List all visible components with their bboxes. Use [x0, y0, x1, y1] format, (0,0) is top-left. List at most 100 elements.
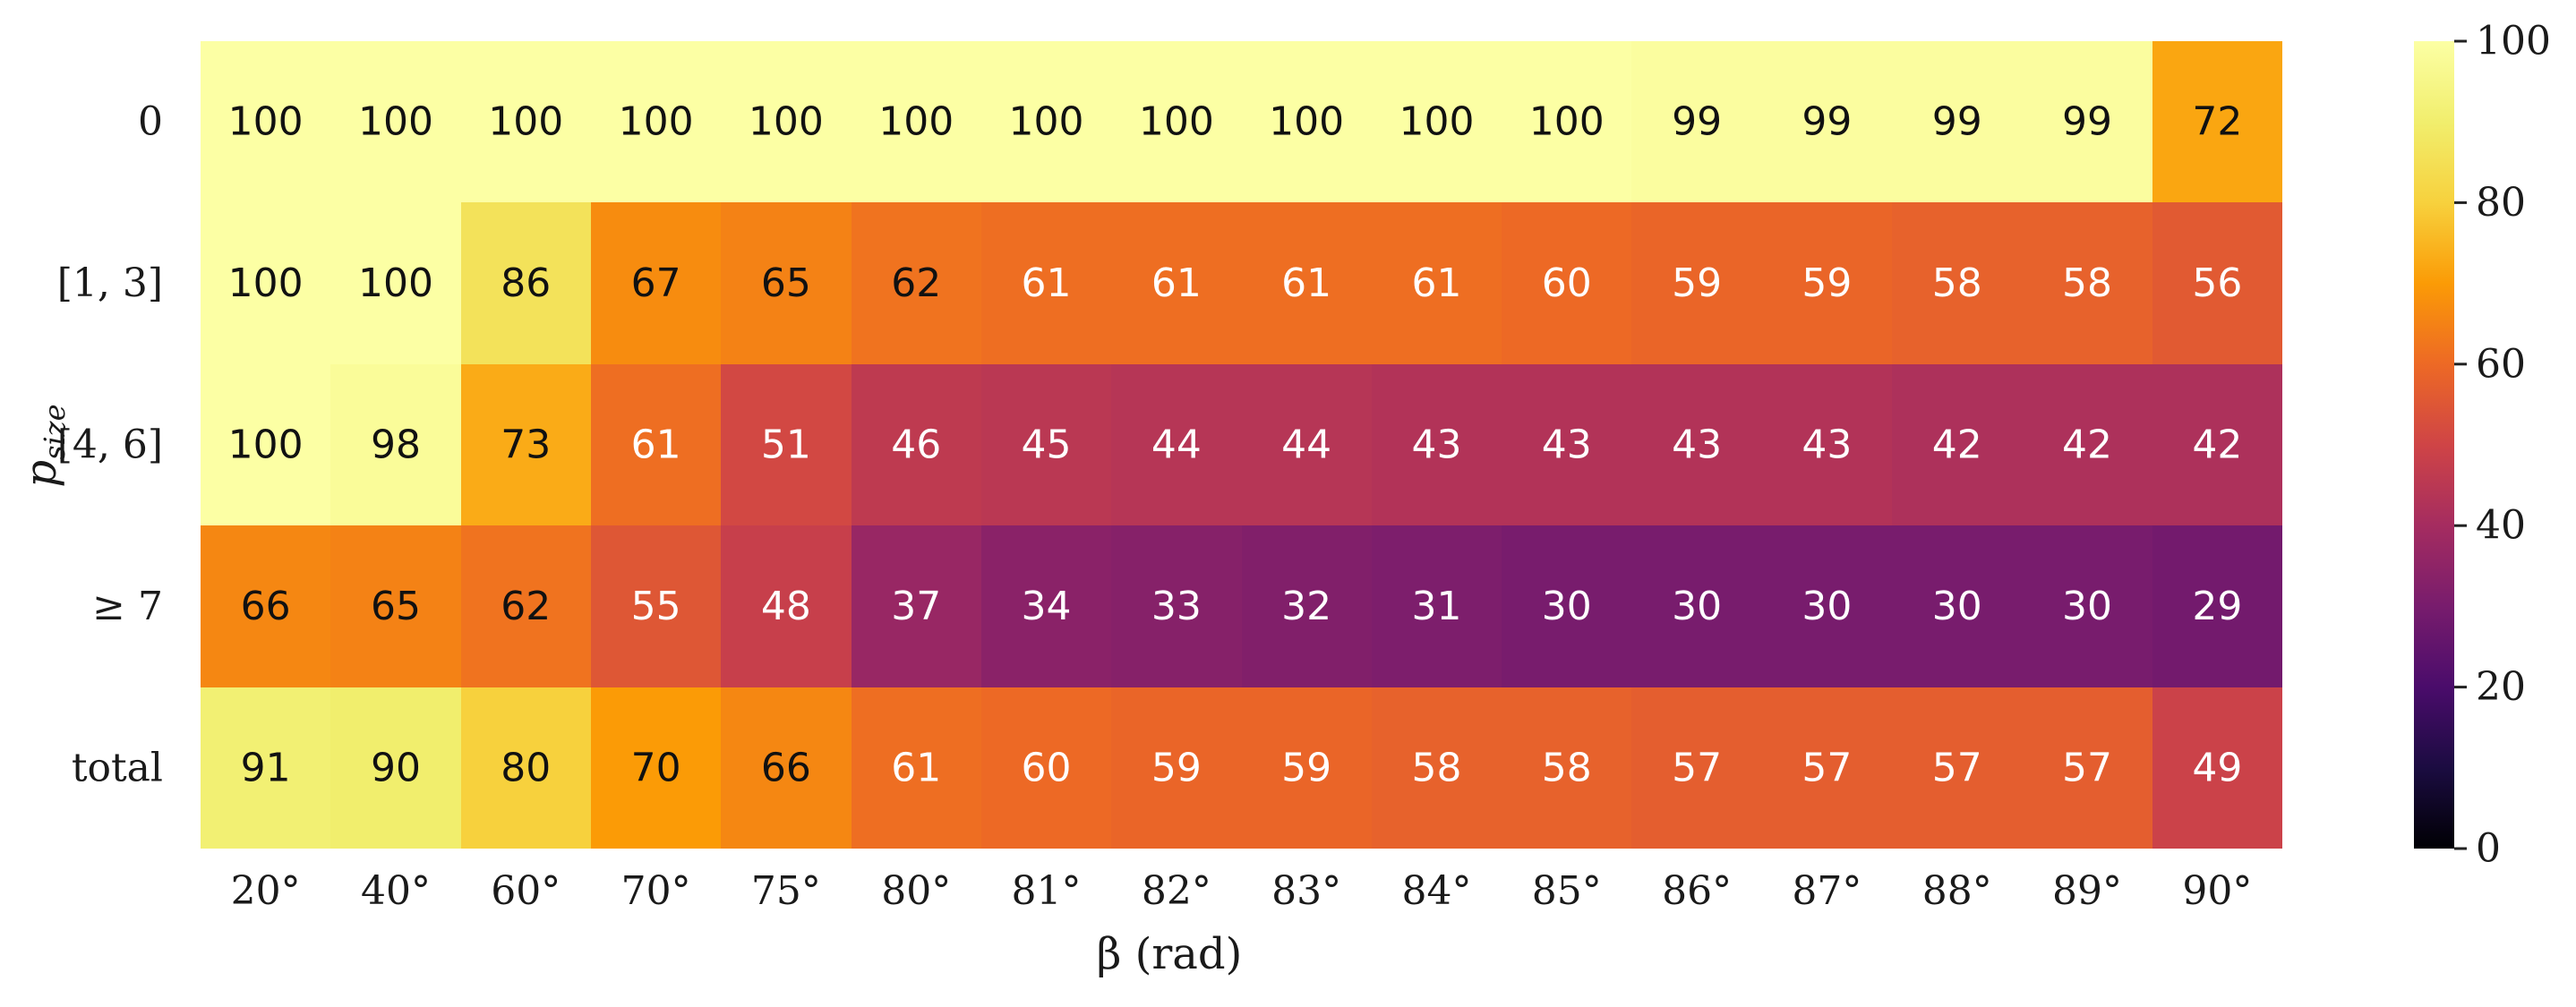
- heatmap-cell: [721, 525, 852, 687]
- cell-value-label: 43: [1801, 422, 1852, 468]
- cell-value-label: 100: [358, 99, 433, 145]
- cell-value-label: 57: [1672, 745, 1722, 790]
- heatmap-cell: [461, 364, 591, 525]
- cell-value-label: 61: [891, 745, 941, 790]
- heatmap-cell: [852, 41, 981, 202]
- y-tick-label: [4, 6]: [57, 422, 163, 468]
- heatmap-cell: [1111, 687, 1242, 849]
- heatmap-cell: [1502, 687, 1631, 849]
- cell-value-label: 100: [228, 99, 304, 145]
- cell-value-label: 55: [631, 584, 681, 629]
- heatmap-cell: [591, 202, 721, 364]
- cell-value-label: 42: [1932, 422, 1982, 468]
- cell-value-label: 42: [2062, 422, 2112, 468]
- heatmap-cell: [852, 364, 981, 525]
- heatmap-cell: [330, 41, 461, 202]
- x-tick-label: 75°: [751, 868, 821, 914]
- heatmap-cell: [1631, 525, 1762, 687]
- x-tick-label: 81°: [1012, 868, 1082, 914]
- colorbar-tick-label: 20: [2476, 664, 2526, 710]
- cell-value-label: 56: [2192, 260, 2242, 306]
- colorbar-ticks: 0 20 40 60 80 100: [2454, 19, 2551, 872]
- x-tick-label: 89°: [2052, 868, 2122, 914]
- cell-value-label: 66: [241, 584, 291, 629]
- cell-value-label: 86: [501, 260, 551, 306]
- heatmap-cell: [591, 41, 721, 202]
- cell-value-label: 30: [1542, 584, 1592, 629]
- heatmap-cell: [1631, 41, 1762, 202]
- cell-value-label: 59: [1281, 745, 1331, 790]
- x-tick-label: 60°: [491, 868, 561, 914]
- heatmap-cell: [981, 364, 1111, 525]
- heatmap-cell: [591, 687, 721, 849]
- cell-value-label: 99: [1672, 99, 1722, 145]
- cell-value-label: 99: [1932, 99, 1982, 145]
- colorbar-tick-label: 40: [2476, 503, 2526, 549]
- heatmap-cell: [2152, 364, 2282, 525]
- heatmap-cell: [330, 364, 461, 525]
- cell-value-label: 48: [761, 584, 811, 629]
- heatmap-cell: [2022, 41, 2152, 202]
- heatmap-cell: [1631, 364, 1762, 525]
- heatmap-cell: [1762, 525, 1892, 687]
- x-tick-label: 86°: [1662, 868, 1732, 914]
- cell-value-label: 58: [2062, 260, 2112, 306]
- y-tick-label: [1, 3]: [57, 260, 163, 306]
- heatmap-cell: [1631, 202, 1762, 364]
- heatmap-cell: [721, 41, 852, 202]
- heatmap-cells: [201, 41, 2282, 849]
- cell-value-label: 61: [1281, 260, 1331, 306]
- cell-value-label: 45: [1022, 422, 1072, 468]
- x-tick-label: 83°: [1271, 868, 1341, 914]
- heatmap-cell: [981, 202, 1111, 364]
- heatmap-cell: [330, 202, 461, 364]
- x-tick-label: 84°: [1401, 868, 1471, 914]
- cell-value-label: 33: [1151, 584, 1202, 629]
- heatmap-cell: [201, 202, 330, 364]
- cell-value-label: 70: [631, 745, 681, 790]
- heatmap-cell: [1242, 41, 1372, 202]
- heatmap-cell: [1762, 364, 1892, 525]
- cell-value-label: 44: [1151, 422, 1202, 468]
- heatmap-cell-labels: 100 100 100 100 100 100 100 100 100 100 100 99 99 99 9…: [228, 99, 2243, 791]
- heatmap-cell: [2152, 202, 2282, 364]
- x-tick-label: 20°: [231, 868, 301, 914]
- cell-value-label: 91: [241, 745, 291, 790]
- cell-value-label: 100: [1529, 99, 1605, 145]
- heatmap-cell: [721, 687, 852, 849]
- cell-value-label: 98: [371, 422, 421, 468]
- heatmap-cell: [591, 364, 721, 525]
- cell-value-label: 49: [2192, 745, 2242, 790]
- heatmap-cell: [1892, 687, 2022, 849]
- heatmap-cell: [1502, 41, 1631, 202]
- cell-value-label: 67: [631, 260, 681, 306]
- cell-value-label: 58: [1932, 260, 1982, 306]
- x-tick-label: 80°: [881, 868, 951, 914]
- y-axis-title-main: p: [16, 460, 66, 488]
- y-axis-title: psize: [16, 404, 72, 487]
- cell-value-label: 100: [1009, 99, 1084, 145]
- x-tick-label: 82°: [1142, 868, 1211, 914]
- heatmap-cell: [201, 687, 330, 849]
- heatmap-cell: [1762, 687, 1892, 849]
- heatmap-cell: [2152, 41, 2282, 202]
- heatmap-cell: [1111, 41, 1242, 202]
- cell-value-label: 30: [1932, 584, 1982, 629]
- cell-value-label: 100: [1139, 99, 1214, 145]
- cell-value-label: 44: [1281, 422, 1331, 468]
- heatmap-cell: [981, 525, 1111, 687]
- heatmap-cell: [1892, 525, 2022, 687]
- heatmap-cell: [2152, 687, 2282, 849]
- cell-value-label: 100: [1399, 99, 1474, 145]
- heatmap-cell: [981, 41, 1111, 202]
- heatmap-cell: [2022, 687, 2152, 849]
- y-tick-labels: 0 [1, 3] [4, 6] ≥ 7 total: [57, 99, 163, 791]
- heatmap-cell: [1242, 364, 1372, 525]
- y-axis-title-subscript: size: [38, 404, 72, 459]
- cell-value-label: 57: [2062, 745, 2112, 790]
- cell-value-label: 100: [358, 260, 433, 306]
- heatmap-cell: [1892, 202, 2022, 364]
- x-tick-label: 85°: [1532, 868, 1602, 914]
- cell-value-label: 73: [501, 422, 551, 468]
- heatmap-cell: [1631, 687, 1762, 849]
